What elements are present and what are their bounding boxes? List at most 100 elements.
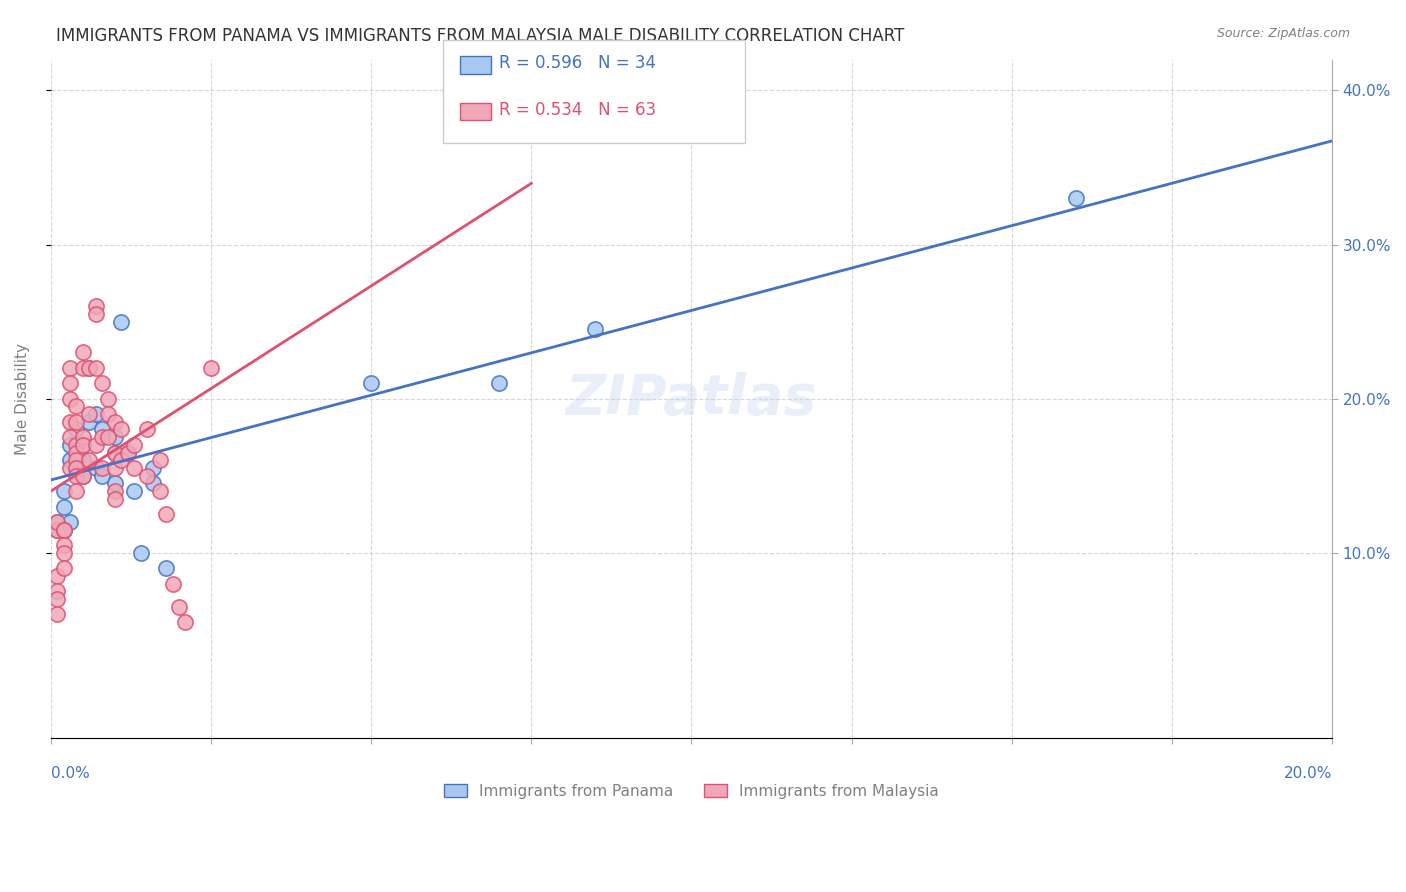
- Point: [142, 461, 165, 475]
- Point: [91, 422, 114, 436]
- Point: [72, 430, 94, 444]
- Point: [65, 415, 87, 429]
- Point: [77, 360, 100, 375]
- Point: [136, 468, 159, 483]
- Point: [129, 546, 152, 560]
- Point: [84, 407, 107, 421]
- Point: [65, 438, 87, 452]
- Point: [59, 515, 82, 529]
- Point: [110, 422, 132, 436]
- Point: [65, 445, 87, 459]
- Point: [583, 322, 606, 336]
- Text: R = 0.596   N = 34: R = 0.596 N = 34: [499, 54, 657, 72]
- Point: [46, 592, 69, 607]
- Point: [110, 315, 132, 329]
- Point: [65, 453, 87, 467]
- Point: [52, 538, 75, 552]
- Point: [52, 523, 75, 537]
- Point: [122, 484, 145, 499]
- Point: [77, 453, 100, 467]
- Point: [77, 407, 100, 421]
- Point: [46, 515, 69, 529]
- Text: Source: ZipAtlas.com: Source: ZipAtlas.com: [1216, 27, 1350, 40]
- Point: [1064, 191, 1087, 205]
- Point: [97, 407, 120, 421]
- Point: [167, 599, 190, 614]
- Point: [104, 476, 127, 491]
- Point: [77, 415, 100, 429]
- Point: [52, 546, 75, 560]
- Point: [65, 461, 87, 475]
- Point: [117, 445, 139, 459]
- Point: [46, 523, 69, 537]
- Point: [72, 438, 94, 452]
- Point: [72, 453, 94, 467]
- Point: [84, 438, 107, 452]
- Point: [104, 484, 127, 499]
- Text: 0.0%: 0.0%: [51, 765, 90, 780]
- Point: [104, 430, 127, 444]
- Point: [136, 422, 159, 436]
- Y-axis label: Male Disability: Male Disability: [15, 343, 30, 455]
- Point: [65, 400, 87, 414]
- Point: [149, 484, 172, 499]
- Point: [72, 360, 94, 375]
- Point: [84, 307, 107, 321]
- Text: 20.0%: 20.0%: [1284, 765, 1331, 780]
- Point: [46, 607, 69, 622]
- Point: [456, 76, 478, 90]
- Point: [59, 392, 82, 406]
- Point: [65, 422, 87, 436]
- Point: [72, 468, 94, 483]
- Text: ZIPatlas: ZIPatlas: [565, 372, 817, 425]
- Point: [104, 491, 127, 506]
- Point: [104, 461, 127, 475]
- Point: [91, 376, 114, 391]
- Point: [72, 468, 94, 483]
- Point: [52, 561, 75, 575]
- Point: [52, 500, 75, 514]
- Text: R = 0.534   N = 63: R = 0.534 N = 63: [499, 101, 657, 119]
- Point: [97, 430, 120, 444]
- Point: [155, 508, 177, 522]
- Point: [488, 376, 510, 391]
- Point: [59, 415, 82, 429]
- Point: [122, 461, 145, 475]
- Point: [162, 576, 184, 591]
- Point: [104, 415, 127, 429]
- Point: [84, 299, 107, 313]
- Point: [155, 561, 177, 575]
- Point: [91, 461, 114, 475]
- Point: [52, 484, 75, 499]
- Point: [46, 523, 69, 537]
- Point: [97, 392, 120, 406]
- Legend: Immigrants from Panama, Immigrants from Malaysia: Immigrants from Panama, Immigrants from …: [437, 778, 945, 805]
- Point: [59, 453, 82, 467]
- Point: [360, 376, 382, 391]
- Point: [59, 461, 82, 475]
- Point: [84, 360, 107, 375]
- Point: [46, 584, 69, 599]
- Point: [122, 438, 145, 452]
- Point: [200, 360, 222, 375]
- Point: [72, 345, 94, 359]
- Point: [117, 445, 139, 459]
- Point: [84, 461, 107, 475]
- Point: [65, 461, 87, 475]
- Point: [46, 569, 69, 583]
- Point: [46, 515, 69, 529]
- Point: [174, 615, 197, 629]
- Point: [91, 430, 114, 444]
- Point: [142, 476, 165, 491]
- Point: [104, 445, 127, 459]
- Point: [77, 360, 100, 375]
- Point: [149, 453, 172, 467]
- Point: [91, 468, 114, 483]
- Point: [52, 523, 75, 537]
- Point: [65, 484, 87, 499]
- Point: [52, 523, 75, 537]
- Point: [65, 468, 87, 483]
- Point: [110, 453, 132, 467]
- Point: [59, 376, 82, 391]
- Point: [59, 438, 82, 452]
